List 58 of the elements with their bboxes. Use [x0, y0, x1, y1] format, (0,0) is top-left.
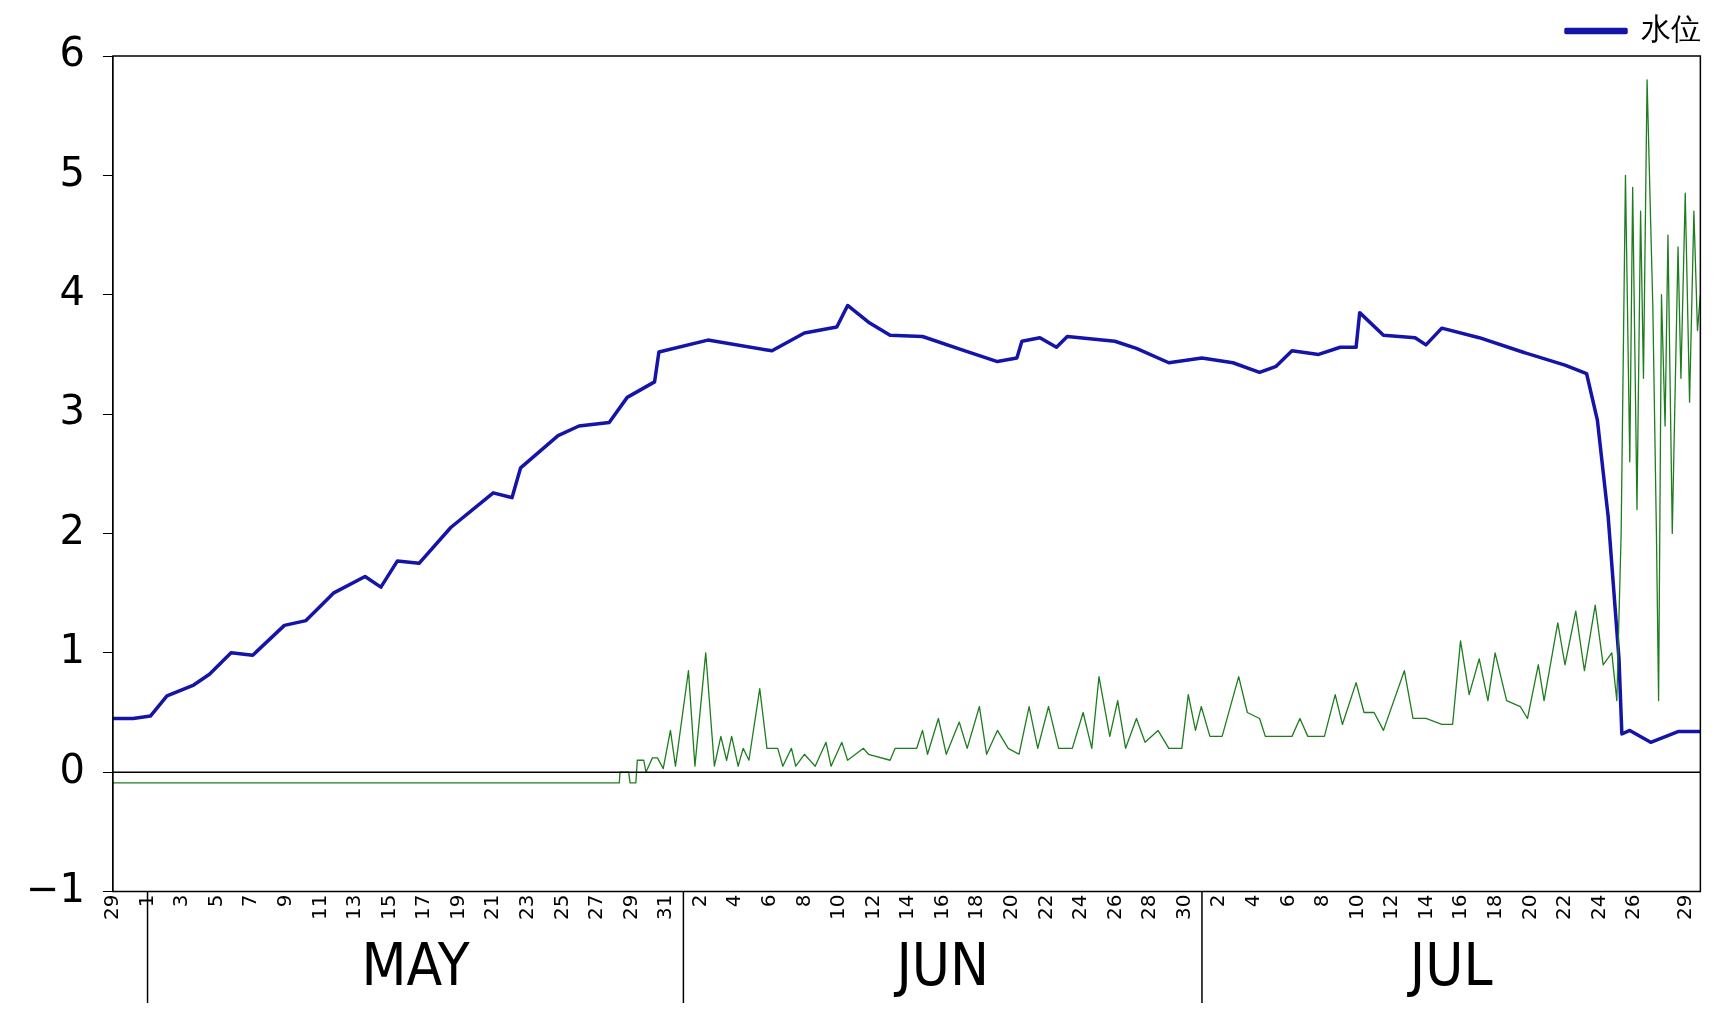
x-tick-label: 12 [859, 894, 884, 920]
x-tick-label: 6 [1274, 894, 1299, 908]
x-tick-label: 24 [1067, 894, 1092, 920]
x-tick-label: 14 [1412, 894, 1437, 920]
x-tick-label: 24 [1585, 894, 1610, 920]
y-tick-label: −1 [26, 864, 85, 911]
x-tick-label: 18 [963, 894, 988, 920]
x-tick-label: 11 [306, 894, 331, 920]
x-tick-label: 4 [1240, 894, 1265, 908]
x-tick-label: 4 [721, 894, 746, 908]
x-tick-label: 8 [790, 894, 815, 908]
x-tick-label: 30 [1170, 894, 1195, 920]
text: JUN [893, 931, 989, 1000]
x-tick-label: 1 [133, 894, 158, 908]
x-tick-label: 2 [1205, 894, 1230, 908]
x-tick-label: 29 [99, 894, 124, 920]
y-tick-label: 0 [59, 745, 85, 792]
x-tick-label: 20 [998, 894, 1023, 920]
x-tick-label: 26 [1620, 894, 1645, 920]
y-tick-label: 2 [59, 506, 85, 553]
y-tick-label: 4 [59, 268, 85, 315]
text: JUL [1406, 931, 1493, 1000]
x-tick-label: 13 [341, 894, 366, 920]
x-tick-label: 16 [928, 894, 953, 920]
x-tick-label: 29 [1672, 894, 1697, 920]
x-tick-label: 22 [1032, 894, 1057, 920]
y-tick-label: 3 [59, 387, 85, 434]
x-tick-label: 31 [652, 894, 677, 920]
x-tick-label: 21 [479, 894, 504, 920]
x-tick-label: 17 [410, 894, 435, 920]
x-tick-label: 14 [894, 894, 919, 920]
x-tick-label: 3 [168, 894, 193, 908]
x-tick-label: 19 [444, 894, 469, 920]
legend-label: 水位 [1641, 10, 1701, 46]
x-tick-label: 7 [237, 894, 262, 908]
x-tick-label: 26 [1101, 894, 1126, 920]
x-tick-label: 25 [548, 894, 573, 920]
x-tick-label: 23 [514, 894, 539, 920]
x-tick-label: 8 [1309, 894, 1334, 908]
x-tick-label: 6 [756, 894, 781, 908]
x-tick-label: 5 [202, 894, 227, 908]
x-tick-label: 10 [825, 894, 850, 920]
x-tick-label: 9 [272, 894, 297, 908]
x-tick-label: 18 [1482, 894, 1507, 920]
y-tick-label: 6 [59, 29, 85, 76]
x-tick-label: 2 [686, 894, 711, 908]
x-tick-label: 15 [375, 894, 400, 920]
y-tick-label: 1 [59, 626, 85, 673]
text: MAY [361, 931, 471, 1000]
x-tick-label: 29 [617, 894, 642, 920]
x-tick-label: 16 [1447, 894, 1472, 920]
x-tick-label: 10 [1343, 894, 1368, 920]
x-tick-label: 12 [1378, 894, 1403, 920]
x-tick-label: 28 [1136, 894, 1161, 920]
x-tick-label: 20 [1516, 894, 1541, 920]
y-tick-label: 5 [59, 148, 85, 195]
x-tick-label: 27 [583, 894, 608, 920]
x-tick-label: 22 [1551, 894, 1576, 920]
